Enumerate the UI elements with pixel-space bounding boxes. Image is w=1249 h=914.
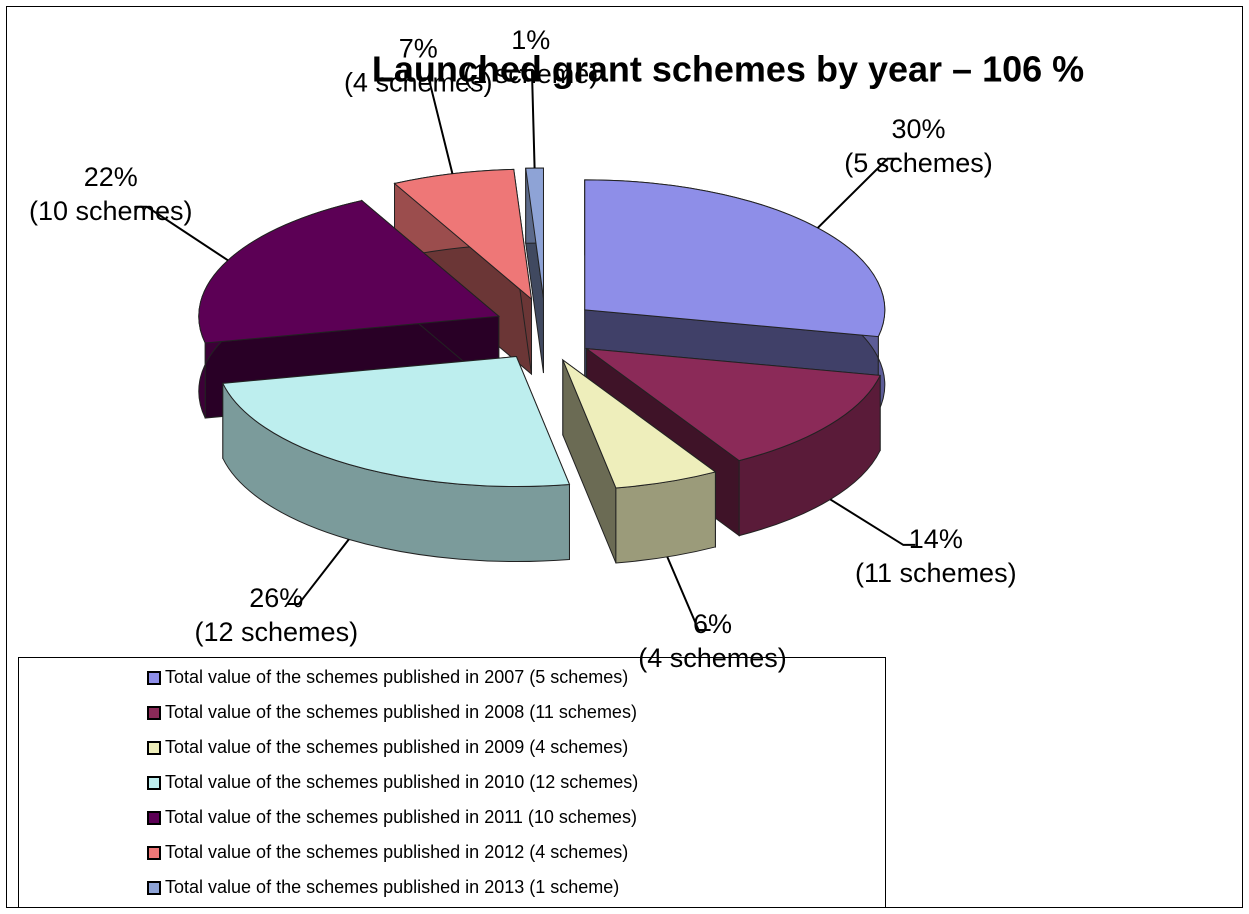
legend-swatch (147, 706, 161, 720)
data-label: 6% (693, 609, 732, 639)
leader-line (817, 157, 900, 229)
legend-swatch (147, 776, 161, 790)
leader-line (134, 205, 229, 262)
slice (393, 168, 533, 301)
leader-line (666, 556, 711, 631)
legend-swatch (147, 846, 161, 860)
data-label: (1 scheme) (463, 59, 598, 89)
chart-title: Launched grant schemes by year – 106 % (372, 49, 1084, 90)
slice (561, 358, 717, 489)
data-label: (11 schemes) (855, 558, 1017, 588)
slice (584, 179, 886, 338)
slice (584, 347, 881, 462)
data-label: (4 schemes) (638, 643, 787, 673)
leader-line (519, 69, 536, 169)
legend-swatch (147, 881, 161, 895)
leader-line (416, 77, 454, 174)
data-label: (4 schemes) (344, 68, 493, 98)
legend-swatch (147, 811, 161, 825)
data-label: 30% (891, 114, 945, 144)
legend-label: Total value of the schemes published in … (165, 807, 637, 827)
data-label: 1% (511, 25, 550, 55)
legend (18, 657, 886, 908)
legend-label: Total value of the schemes published in … (165, 667, 628, 687)
leader-line (829, 498, 916, 546)
leader-line (286, 538, 350, 606)
legend-swatch (147, 671, 161, 685)
data-label: (10 schemes) (29, 196, 193, 226)
legend-label: Total value of the schemes published in … (165, 842, 628, 862)
legend-label: Total value of the schemes published in … (165, 737, 628, 757)
data-label: (12 schemes) (195, 617, 359, 647)
legend-swatch (147, 741, 161, 755)
data-label: 22% (84, 162, 138, 192)
slice (222, 356, 571, 488)
data-label: (5 schemes) (844, 148, 993, 178)
legend-label: Total value of the schemes published in … (165, 877, 619, 897)
legend-label: Total value of the schemes published in … (165, 702, 637, 722)
pie (198, 167, 886, 564)
data-label: 26% (249, 583, 303, 613)
data-label: 7% (399, 34, 438, 64)
legend-label: Total value of the schemes published in … (165, 772, 638, 792)
data-label: 14% (909, 524, 963, 554)
